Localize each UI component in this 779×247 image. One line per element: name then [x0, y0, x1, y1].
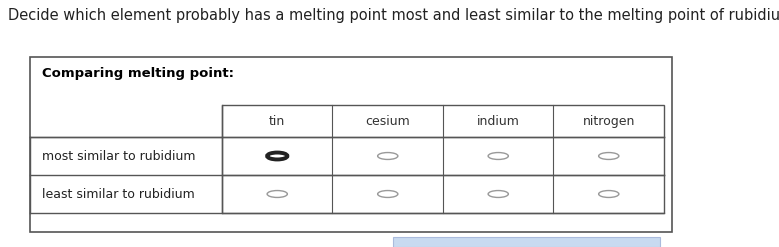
Bar — [30, 57, 672, 232]
Text: Decide which element probably has a melting point most and least similar to the : Decide which element probably has a melt… — [8, 8, 779, 23]
Text: Comparing melting point:: Comparing melting point: — [42, 67, 234, 80]
Ellipse shape — [378, 153, 398, 160]
Text: cesium: cesium — [365, 115, 410, 127]
Bar — [393, 237, 660, 247]
Text: least similar to rubidium: least similar to rubidium — [42, 187, 195, 201]
Ellipse shape — [488, 190, 509, 197]
Ellipse shape — [378, 190, 398, 197]
Text: most similar to rubidium: most similar to rubidium — [42, 149, 196, 163]
Ellipse shape — [598, 153, 619, 160]
Bar — [222, 105, 664, 213]
Text: tin: tin — [269, 115, 285, 127]
Ellipse shape — [267, 153, 287, 160]
Ellipse shape — [488, 153, 509, 160]
Ellipse shape — [267, 190, 287, 197]
Text: nitrogen: nitrogen — [583, 115, 635, 127]
Ellipse shape — [598, 190, 619, 197]
Text: indium: indium — [477, 115, 520, 127]
